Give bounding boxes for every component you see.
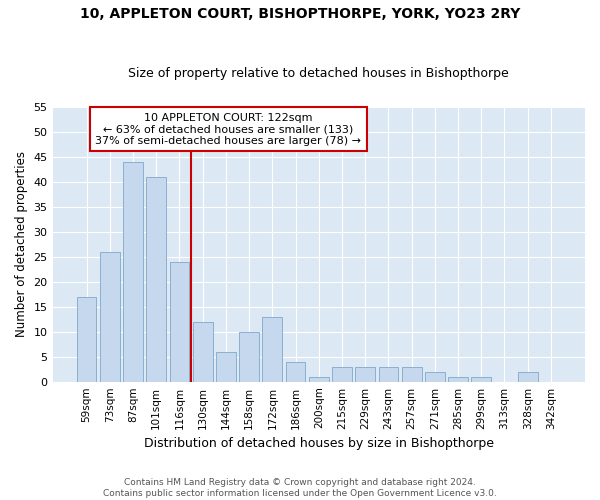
Title: Size of property relative to detached houses in Bishopthorpe: Size of property relative to detached ho… <box>128 66 509 80</box>
Bar <box>123 162 143 382</box>
Bar <box>262 317 282 382</box>
Bar <box>100 252 119 382</box>
Bar <box>170 262 190 382</box>
Bar <box>77 297 97 382</box>
Bar <box>193 322 212 382</box>
Bar <box>518 372 538 382</box>
Text: 10, APPLETON COURT, BISHOPTHORPE, YORK, YO23 2RY: 10, APPLETON COURT, BISHOPTHORPE, YORK, … <box>80 8 520 22</box>
Bar <box>448 376 468 382</box>
Bar <box>309 376 329 382</box>
Text: 10 APPLETON COURT: 122sqm
← 63% of detached houses are smaller (133)
37% of semi: 10 APPLETON COURT: 122sqm ← 63% of detac… <box>95 112 361 146</box>
Bar <box>402 366 422 382</box>
X-axis label: Distribution of detached houses by size in Bishopthorpe: Distribution of detached houses by size … <box>144 437 494 450</box>
Bar <box>286 362 305 382</box>
Bar <box>216 352 236 382</box>
Bar <box>239 332 259 382</box>
Bar <box>379 366 398 382</box>
Bar <box>355 366 375 382</box>
Bar <box>425 372 445 382</box>
Bar <box>146 177 166 382</box>
Bar <box>472 376 491 382</box>
Y-axis label: Number of detached properties: Number of detached properties <box>15 152 28 338</box>
Bar <box>332 366 352 382</box>
Text: Contains HM Land Registry data © Crown copyright and database right 2024.
Contai: Contains HM Land Registry data © Crown c… <box>103 478 497 498</box>
